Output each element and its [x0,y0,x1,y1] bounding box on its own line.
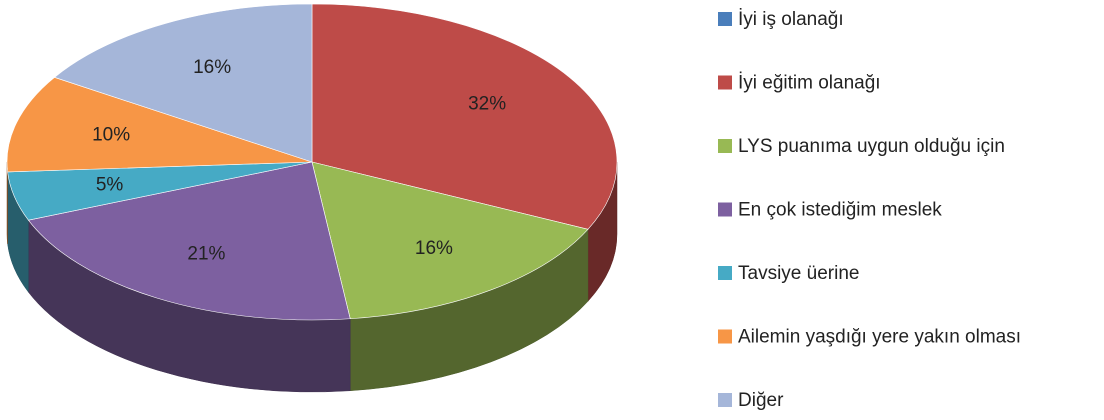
legend-swatch [718,393,732,407]
data-label: 10% [92,124,130,145]
legend-swatch [718,329,732,344]
data-label: 32% [468,93,506,114]
slice [311,3,618,230]
data-label: 21% [187,243,225,264]
legend-swatch [718,12,732,26]
data-label: 16% [193,57,231,78]
slice [6,77,313,173]
legend-label: Ailemin yaşdığı yere yakın olması [738,327,1021,348]
slice-side [6,161,8,244]
legend-label: En çok istediğim meslek [738,200,942,221]
slice [53,3,313,163]
legend-swatch [718,139,732,153]
slice [27,161,351,321]
legend-swatch [718,202,732,217]
legend-label: İyi iş olanağı [738,9,844,30]
legend-label: İyi eğitim olanağı [738,73,881,94]
data-label: 16% [415,238,453,259]
legend-label: LYS puanıma uygun olduğu için [738,136,1005,157]
legend-label: Diğer [738,390,784,411]
legend-label: Tavsiye üerine [738,263,859,284]
legend-swatch [718,266,732,280]
slice [311,161,589,320]
legend-swatch [718,75,732,90]
data-label: 5% [96,174,124,195]
